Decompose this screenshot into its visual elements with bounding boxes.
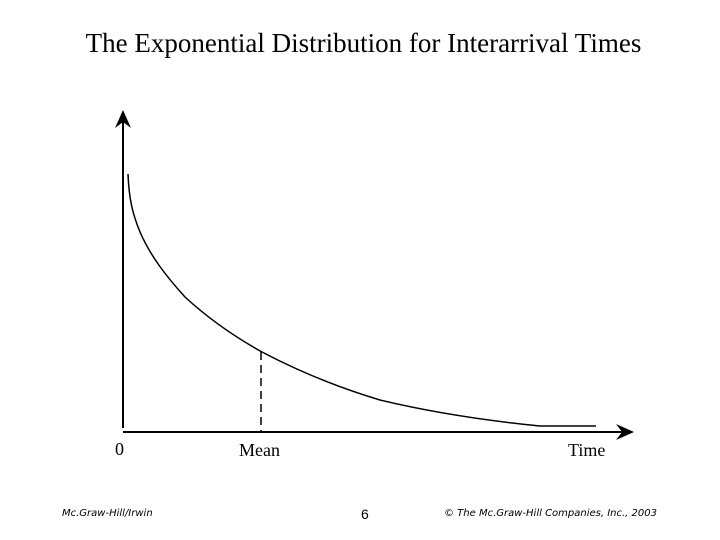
- footer-copyright: © The Mc.Graw-Hill Companies, Inc., 2003: [444, 508, 657, 519]
- mean-label: Mean: [239, 440, 280, 460]
- horizontal-axis-arrowhead: [616, 424, 634, 440]
- page-number: 6: [361, 506, 369, 522]
- exponential-curve: [127, 173, 596, 427]
- slide-title: The Exponential Distribution for Interar…: [85, 28, 642, 58]
- footer-publisher: Mc.Graw-Hill/Irwin: [62, 508, 153, 519]
- vertical-axis-arrowhead: [115, 110, 131, 128]
- time-label: Time: [568, 440, 606, 460]
- origin-label: 0: [115, 439, 124, 459]
